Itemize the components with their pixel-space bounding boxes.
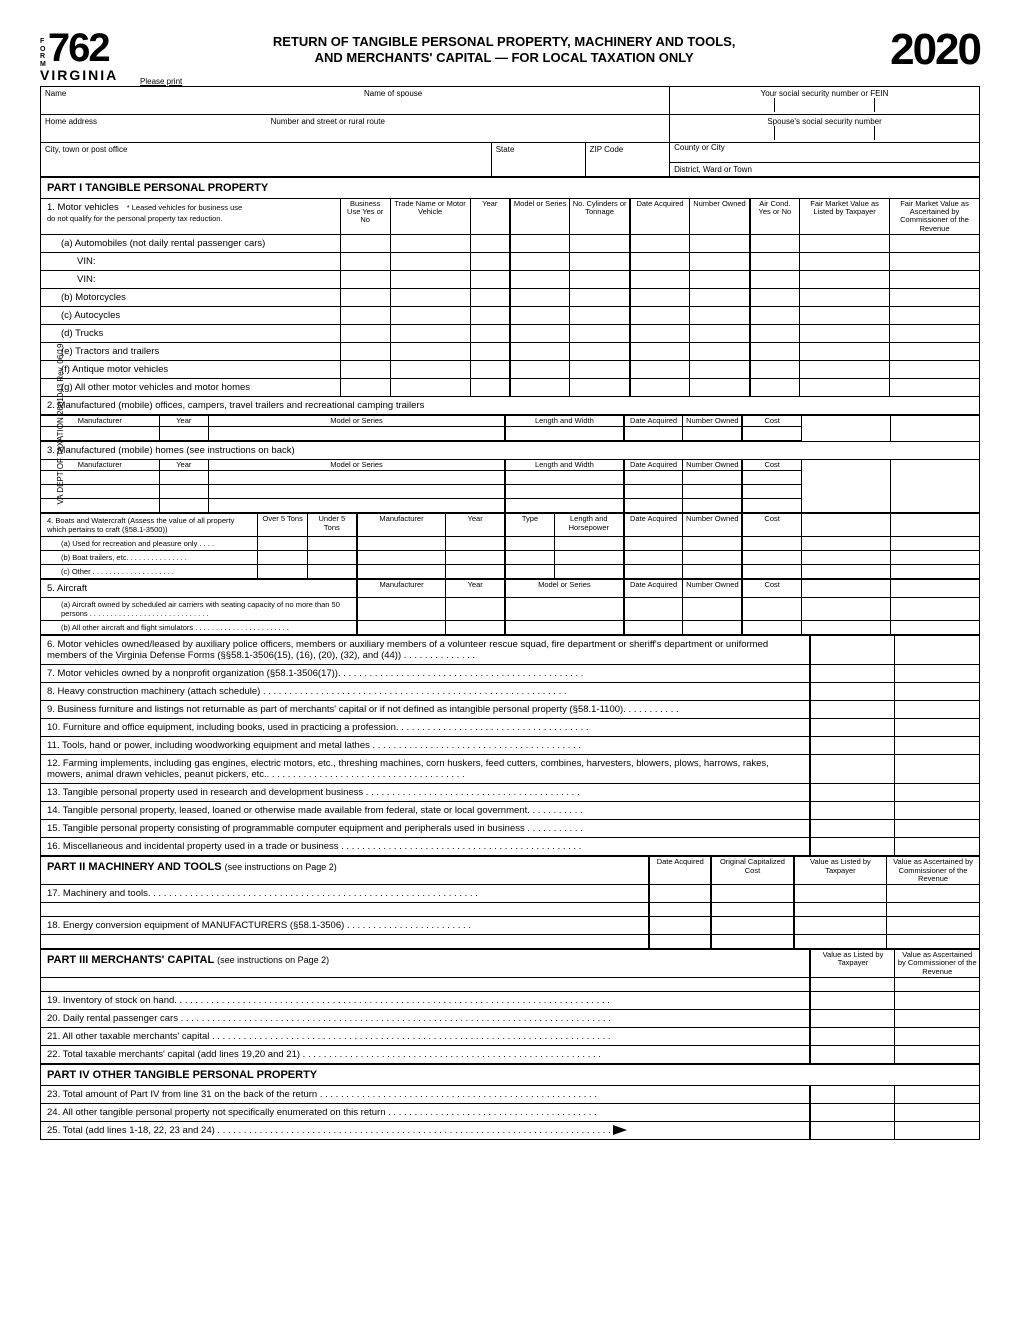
form-number: 762: [48, 30, 109, 66]
form-label: FORM: [40, 38, 46, 69]
form-header: FORM 762 VIRGINIA RETURN OF TANGIBLE PER…: [40, 30, 980, 83]
home-address-field[interactable]: Home addressNumber and street or rural r…: [41, 114, 670, 142]
form-title: RETURN OF TANGIBLE PERSONAL PROPERTY, MA…: [118, 30, 890, 67]
line1-label: 1. Motor vehicles * Leased vehicles for …: [41, 198, 341, 234]
arrow-icon: [613, 1125, 627, 1135]
identity-table: NameName of spouse Your social security …: [40, 86, 980, 177]
line2-label: 2. Manufactured (mobile) offices, camper…: [41, 396, 980, 414]
zip-field[interactable]: ZIP Code: [585, 142, 670, 176]
part1-table: PART I TANGIBLE PERSONAL PROPERTY 1. Mot…: [40, 177, 980, 415]
spouse-ssn-field[interactable]: Spouse's social security number: [670, 114, 980, 142]
please-print: Please print: [140, 77, 980, 86]
side-rev-text: VA DEPT OF TAXATION 2601043 Rev. 06/19: [56, 343, 65, 504]
part2-table: PART II MACHINERY AND TOOLS (see instruc…: [40, 856, 980, 949]
part1-header: PART I TANGIBLE PERSONAL PROPERTY: [41, 177, 980, 198]
county-district-field[interactable]: County or City District, Ward or Town: [670, 142, 980, 176]
part3-table: PART III MERCHANTS' CAPITAL (see instruc…: [40, 949, 980, 1064]
ssn-field[interactable]: Your social security number or FEIN: [670, 86, 980, 114]
state-name: VIRGINIA: [40, 67, 118, 83]
part4-table: PART IV OTHER TANGIBLE PERSONAL PROPERTY…: [40, 1064, 980, 1140]
tax-year: 2020: [890, 30, 980, 70]
city-field[interactable]: City, town or post office: [41, 142, 492, 176]
name-field[interactable]: NameName of spouse: [41, 86, 670, 114]
line2-subtable: Manufacturer Year Model or Series Length…: [40, 415, 980, 441]
line5-table: 5. Aircraft Manufacturer Year Model or S…: [40, 579, 980, 635]
lines6-16-table: 6. Motor vehicles owned/leased by auxili…: [40, 635, 980, 856]
line3-table: 3. Manufactured (mobile) homes (see inst…: [40, 441, 980, 513]
state-field[interactable]: State: [491, 142, 585, 176]
line4-table: 4. Boats and Watercraft (Assess the valu…: [40, 513, 980, 579]
